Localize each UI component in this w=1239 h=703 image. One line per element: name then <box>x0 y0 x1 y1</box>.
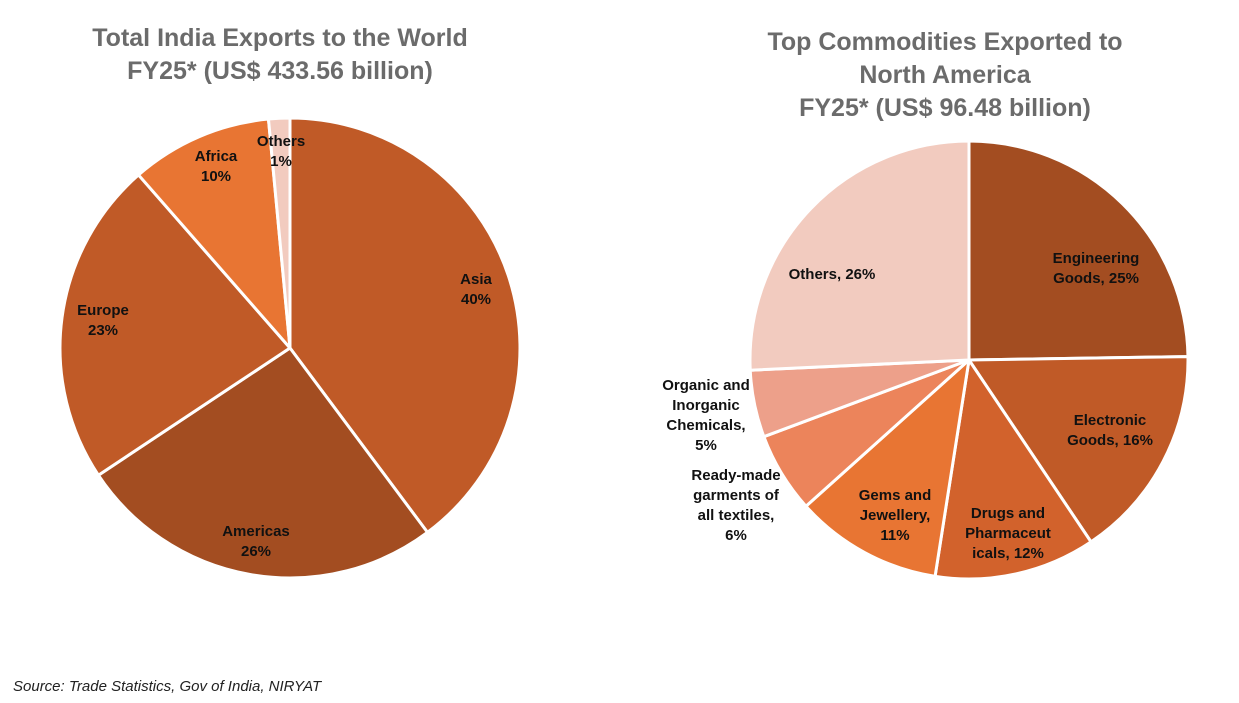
pie-slice-na-3 <box>804 358 971 578</box>
pie-label-line: 26% <box>241 543 271 560</box>
pie-label-na-4: Ready-made garments of all textiles, 6% <box>691 467 780 544</box>
pie-slice-world-1 <box>96 346 430 580</box>
pie-label-line: 5% <box>695 437 717 454</box>
pie-label-line: Drugs and <box>971 505 1045 522</box>
pie-label-line: Goods, 25% <box>1053 270 1139 287</box>
chart-title-north-america-commodities: Top Commodities Exported to North America… <box>700 26 1190 125</box>
pie-slice-na-0 <box>967 139 1190 362</box>
pie-label-na-3: Gems and Jewellery, 11% <box>859 487 932 544</box>
pie-label-na-6: Others, 26% <box>789 266 876 283</box>
pie-label-na-5: Organic and Inorganic Chemicals, 5% <box>662 377 750 454</box>
source-note: Source: Trade Statistics, Gov of India, … <box>13 678 322 695</box>
pie-label-line: Europe <box>77 302 129 319</box>
pie-slice-na-1 <box>967 355 1190 544</box>
chart-title-line: FY25* (US$ 433.56 billion) <box>127 57 433 85</box>
pie-label-line: 23% <box>88 322 118 339</box>
pie-label-line: 11% <box>880 527 909 544</box>
chart-title-line: Top Commodities Exported to <box>767 28 1123 56</box>
pie-label-world-3: Africa 10% <box>195 148 238 185</box>
pie-label-line: 40% <box>461 291 491 308</box>
pie-slice-world-3 <box>137 117 292 350</box>
pie-label-line: icals, 12% <box>972 545 1044 562</box>
pie-label-line: 6% <box>725 527 747 544</box>
pie-label-world-0: Asia 40% <box>460 271 492 308</box>
pie-label-line: Inorganic <box>672 397 740 414</box>
chart-title-line: Total India Exports to the World <box>92 24 468 52</box>
pie-label-line: Pharmaceut <box>965 525 1051 542</box>
pie-label-line: all textiles, <box>698 507 775 524</box>
pie-label-line: Africa <box>195 148 238 165</box>
pie-label-line: Engineering <box>1053 250 1140 267</box>
pie-label-na-2: Drugs and Pharmaceut icals, 12% <box>965 505 1051 562</box>
pie-label-world-1: Americas 26% <box>222 523 290 560</box>
pie-slice-na-6 <box>748 139 971 372</box>
pie-label-line: Gems and <box>859 487 932 504</box>
chart-title-line: North America <box>859 61 1031 89</box>
pie-label-line: Americas <box>222 523 290 540</box>
pie-label-world-4: Others 1% <box>257 133 305 170</box>
pie-slice-world-0 <box>288 116 522 534</box>
pie-label-line: Others <box>257 133 305 150</box>
pie-label-line: Others, 26% <box>789 266 876 283</box>
pie-label-line: garments of <box>693 487 780 504</box>
chart-title-world-exports: Total India Exports to the World FY25* (U… <box>20 22 540 88</box>
pie-label-world-2: Europe 23% <box>77 302 129 339</box>
pie-label-line: 1% <box>270 153 292 170</box>
pie-slice-world-4 <box>266 116 292 350</box>
pie-label-na-1: Electronic Goods, 16% <box>1067 412 1153 449</box>
pie-label-line: Ready-made <box>691 467 780 484</box>
pie-label-line: Goods, 16% <box>1067 432 1153 449</box>
pie-label-line: Organic and <box>662 377 750 394</box>
pie-label-na-0: Engineering Goods, 25% <box>1053 250 1140 287</box>
pie-label-line: Asia <box>460 271 492 288</box>
pie-label-line: 10% <box>201 168 231 185</box>
pie-label-line: Electronic <box>1074 412 1147 429</box>
chart-title-line: FY25* (US$ 96.48 billion) <box>799 94 1091 122</box>
pie-label-line: Chemicals, <box>666 417 745 434</box>
pie-slice-world-2 <box>58 173 292 477</box>
pie-slice-na-2 <box>933 358 1093 581</box>
pie-label-line: Jewellery, <box>860 507 931 524</box>
